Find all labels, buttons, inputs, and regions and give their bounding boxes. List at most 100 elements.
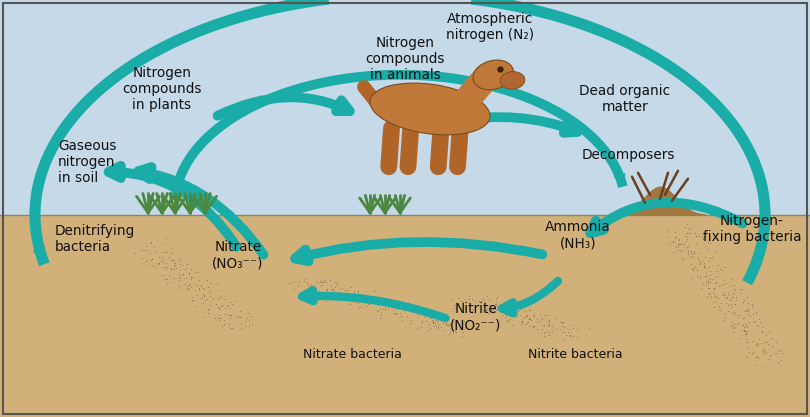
Point <box>372 306 385 313</box>
Point <box>343 301 356 308</box>
Point <box>342 287 355 294</box>
Point <box>483 302 496 309</box>
Point <box>693 261 706 267</box>
Point <box>225 324 238 331</box>
Point <box>157 256 170 262</box>
Point <box>682 246 695 253</box>
Point <box>448 304 461 311</box>
Point <box>726 289 739 296</box>
Point <box>772 358 785 365</box>
Point <box>190 281 202 288</box>
Point <box>355 304 368 311</box>
Point <box>475 298 488 304</box>
Point <box>697 236 710 243</box>
Point <box>428 319 441 326</box>
Point <box>518 314 531 320</box>
Point <box>686 267 699 274</box>
Point <box>715 266 728 273</box>
Point <box>173 257 186 264</box>
Point <box>714 299 727 306</box>
Point <box>372 292 385 299</box>
Point <box>699 269 712 276</box>
Point <box>724 297 737 304</box>
Point <box>735 286 748 292</box>
Point <box>313 289 326 296</box>
Point <box>329 281 342 287</box>
Point <box>761 341 774 347</box>
Point <box>458 325 471 332</box>
Point <box>490 303 503 310</box>
Point <box>697 261 710 268</box>
Point <box>726 322 739 329</box>
Point <box>198 296 211 303</box>
Point <box>513 300 526 307</box>
Point <box>393 310 406 317</box>
Point <box>446 330 459 337</box>
Point <box>177 270 190 277</box>
Point <box>181 286 194 292</box>
Point <box>756 328 769 334</box>
Point <box>480 306 493 312</box>
Point <box>708 293 721 299</box>
Point <box>175 272 188 279</box>
Point <box>457 329 470 335</box>
Point <box>682 251 695 257</box>
Point <box>496 311 509 318</box>
Point <box>347 287 360 294</box>
Point <box>369 299 382 305</box>
Point <box>747 311 760 317</box>
Point <box>700 281 713 288</box>
Point <box>431 318 444 324</box>
Point <box>329 279 342 285</box>
Point <box>739 308 752 314</box>
Point <box>238 323 251 329</box>
Point <box>483 296 496 302</box>
Point <box>352 289 365 296</box>
Text: Nitrite
(NO₂⁻⁻): Nitrite (NO₂⁻⁻) <box>450 302 501 332</box>
Point <box>678 224 691 231</box>
Point <box>736 314 749 321</box>
Point <box>701 274 714 281</box>
Point <box>740 354 753 361</box>
Point <box>352 288 365 294</box>
Point <box>325 286 338 293</box>
Point <box>215 294 228 301</box>
Point <box>347 290 360 296</box>
Point <box>305 281 318 288</box>
Point <box>286 279 299 286</box>
Point <box>745 351 758 358</box>
Point <box>538 333 551 339</box>
Point <box>225 301 238 308</box>
Point <box>726 319 739 326</box>
Point <box>701 239 714 246</box>
Point <box>751 340 764 347</box>
Point <box>203 289 216 296</box>
Point <box>671 241 684 247</box>
Point <box>329 283 342 290</box>
Point <box>415 323 428 330</box>
Point <box>570 326 583 332</box>
Point <box>324 291 337 298</box>
Point <box>745 301 758 308</box>
Point <box>426 319 439 326</box>
Point <box>697 259 710 266</box>
Bar <box>0 215 810 417</box>
Point <box>707 291 720 298</box>
Point <box>677 256 690 262</box>
Point <box>702 277 715 284</box>
Point <box>680 233 693 240</box>
Point <box>164 256 177 263</box>
Point <box>510 310 523 317</box>
Point <box>718 292 731 299</box>
Point <box>703 240 716 246</box>
Point <box>352 305 365 311</box>
Point <box>711 268 724 274</box>
Point <box>765 343 778 349</box>
Point <box>712 303 725 310</box>
Point <box>160 264 173 270</box>
Point <box>315 281 328 288</box>
Point <box>684 224 697 231</box>
Point <box>185 274 198 281</box>
Point <box>459 304 472 310</box>
Point <box>446 327 458 333</box>
